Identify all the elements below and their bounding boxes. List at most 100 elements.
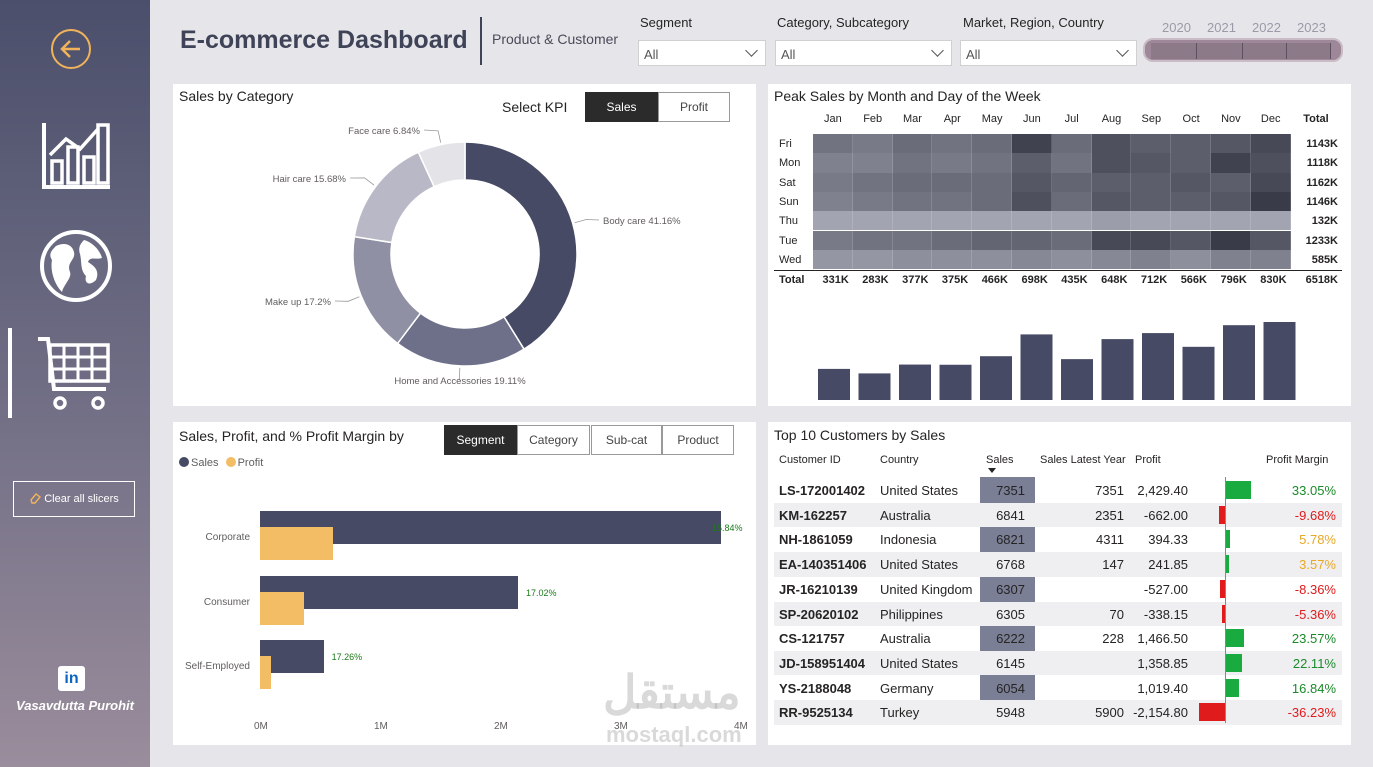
donut-slice-make-up[interactable]	[352, 235, 422, 345]
heatmap-cell[interactable]	[1211, 153, 1251, 173]
heatmap-cell[interactable]	[972, 153, 1012, 173]
heatmap-cell[interactable]	[1171, 230, 1211, 250]
heatmap-cell[interactable]	[1012, 134, 1052, 154]
table-row[interactable]: LS-172001402 United States 7351 2,429.40 33.…	[774, 478, 1342, 503]
profit-bar[interactable]	[260, 592, 305, 625]
heatmap-cell[interactable]	[813, 172, 853, 192]
heatmap-cell[interactable]	[1171, 172, 1211, 192]
heatmap-cell[interactable]	[813, 230, 853, 250]
heatmap-cell[interactable]	[932, 230, 973, 250]
shopping-cart-icon[interactable]	[36, 333, 116, 413]
heatmap-cell[interactable]	[1250, 211, 1291, 231]
column-header-profit[interactable]: Profit	[1135, 454, 1161, 466]
heatmap-cell[interactable]	[892, 153, 933, 173]
heatmap-cell[interactable]	[892, 211, 933, 231]
heatmap-cell[interactable]	[1131, 249, 1172, 270]
month-bar-mar[interactable]	[899, 364, 931, 400]
table-row[interactable]: JR-16210139 United Kingdom -527.00 -8.36%	[774, 577, 1342, 602]
heatmap-cell[interactable]	[1211, 172, 1251, 192]
heatmap-cell[interactable]	[1012, 153, 1052, 173]
heatmap-cell[interactable]	[852, 249, 893, 270]
heatmap-cell[interactable]	[1051, 230, 1092, 250]
heatmap-cell[interactable]	[1131, 153, 1172, 173]
heatmap-cell[interactable]	[1091, 153, 1132, 173]
month-bar-feb[interactable]	[858, 373, 891, 400]
heatmap-cell[interactable]	[813, 249, 853, 270]
heatmap-cell[interactable]	[1051, 191, 1092, 212]
heatmap-cell[interactable]	[1012, 172, 1052, 192]
heatmap-cell[interactable]	[1091, 211, 1132, 231]
market-dropdown[interactable]: All	[960, 40, 1137, 66]
column-header-customer-id[interactable]: Customer ID	[779, 454, 841, 466]
table-row[interactable]: YS-2188048 Germany 1,019.40 16.84%	[774, 676, 1342, 701]
year-segment[interactable]	[1197, 43, 1243, 59]
heatmap-cell[interactable]	[1012, 211, 1052, 231]
heatmap-cell[interactable]	[1211, 249, 1251, 270]
heatmap-cell[interactable]	[932, 191, 973, 212]
heatmap-cell[interactable]	[813, 211, 853, 231]
month-bar-aug[interactable]	[1101, 339, 1134, 400]
heatmap-cell[interactable]	[1211, 230, 1251, 250]
heatmap-cell[interactable]	[932, 211, 973, 231]
heatmap-cell[interactable]	[1211, 211, 1251, 231]
heatmap-cell[interactable]	[1051, 249, 1092, 270]
heatmap-cell[interactable]	[1171, 191, 1211, 212]
heatmap-cell[interactable]	[1250, 153, 1291, 173]
table-row[interactable]: EA-140351406 United States 147 241.85 3.57%	[774, 552, 1342, 577]
profit-bar[interactable]	[260, 527, 334, 560]
heatmap-cell[interactable]	[852, 134, 893, 154]
heatmap-cell[interactable]	[1250, 134, 1291, 154]
column-header-country[interactable]: Country	[880, 454, 919, 466]
month-bar-nov[interactable]	[1223, 325, 1255, 400]
donut-slice-home-and-accessories[interactable]	[396, 312, 526, 367]
heatmap-cell[interactable]	[892, 191, 933, 212]
heatmap-cell[interactable]	[972, 172, 1012, 192]
month-bar-apr[interactable]	[939, 364, 972, 400]
table-row[interactable]: KM-162257 Australia 2351 -662.00 -9.68%	[774, 502, 1342, 528]
month-bar-oct[interactable]	[1182, 346, 1215, 400]
year-segment[interactable]	[1243, 43, 1287, 59]
heatmap-cell[interactable]	[932, 134, 973, 154]
heatmap-cell[interactable]	[1250, 230, 1291, 250]
tab-segment[interactable]: Segment	[444, 425, 517, 455]
heatmap-cell[interactable]	[813, 191, 853, 212]
column-header-sales[interactable]: Sales	[986, 454, 1014, 466]
column-header-sales-latest-year[interactable]: Sales Latest Year	[1040, 454, 1126, 466]
table-row[interactable]: SP-20620102 Philippines 70 -338.15 -5.36%	[774, 601, 1342, 626]
month-bar-jan[interactable]	[818, 368, 850, 400]
heatmap-cell[interactable]	[1051, 211, 1092, 231]
heatmap-cell[interactable]	[1091, 230, 1132, 250]
heatmap-cell[interactable]	[813, 153, 853, 173]
heatmap-cell[interactable]	[1131, 191, 1172, 212]
heatmap-cell[interactable]	[972, 249, 1012, 270]
back-arrow-icon[interactable]	[51, 29, 91, 69]
heatmap-cell[interactable]	[1250, 191, 1291, 212]
heatmap-cell[interactable]	[1012, 191, 1052, 212]
donut-slice-body-care[interactable]	[464, 141, 578, 351]
heatmap-cell[interactable]	[1131, 134, 1172, 154]
table-row[interactable]: JD-158951404 United States 1,358.85 22.11%	[774, 650, 1342, 676]
heatmap-cell[interactable]	[1091, 191, 1132, 212]
heatmap-cell[interactable]	[1012, 230, 1052, 250]
table-row[interactable]: NH-1861059 Indonesia 4311 394.33 5.78%	[774, 527, 1342, 552]
donut-slice-hair-care[interactable]	[353, 151, 436, 244]
heatmap-cell[interactable]	[1171, 249, 1211, 270]
heatmap-cell[interactable]	[972, 191, 1012, 212]
tab-product[interactable]: Product	[662, 425, 734, 455]
linkedin-icon[interactable]: in	[58, 666, 85, 691]
heatmap-cell[interactable]	[1211, 134, 1251, 154]
heatmap-cell[interactable]	[852, 230, 893, 250]
sales-bar[interactable]	[260, 511, 721, 544]
year-segment[interactable]	[1287, 43, 1331, 59]
month-bar-sep[interactable]	[1142, 333, 1174, 400]
heatmap-cell[interactable]	[1171, 211, 1211, 231]
globe-icon[interactable]	[36, 226, 116, 306]
heatmap-cell[interactable]	[1091, 249, 1132, 270]
heatmap-cell[interactable]	[972, 211, 1012, 231]
heatmap-cell[interactable]	[972, 230, 1012, 250]
heatmap-cell[interactable]	[892, 134, 933, 154]
category-dropdown[interactable]: All	[775, 40, 952, 66]
heatmap-cell[interactable]	[892, 249, 933, 270]
column-header-profit-margin[interactable]: Profit Margin	[1266, 454, 1329, 466]
clear-slicers-button[interactable]: Clear all slicers	[13, 481, 135, 517]
